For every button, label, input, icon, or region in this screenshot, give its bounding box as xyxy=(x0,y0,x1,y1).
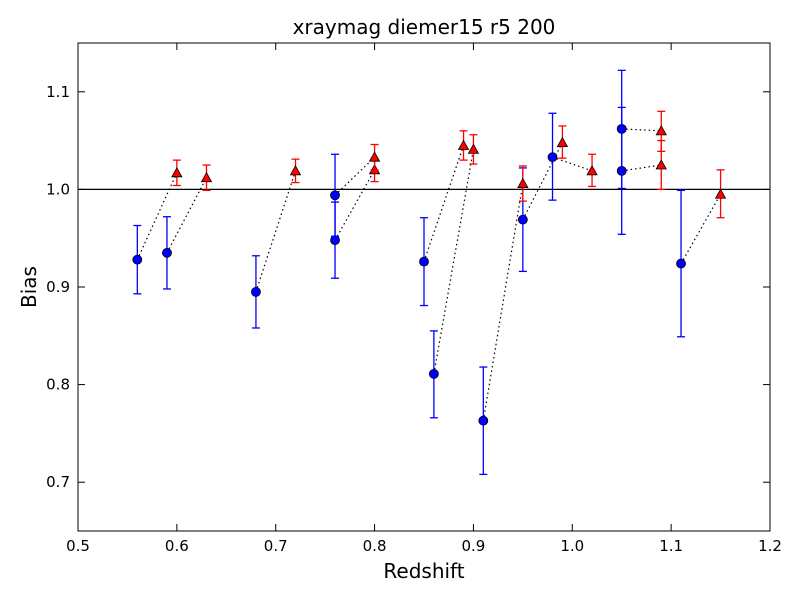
data-point xyxy=(655,159,667,170)
connector-line xyxy=(334,156,375,196)
connector-line xyxy=(423,145,465,262)
y-tick-label: 1.1 xyxy=(46,83,70,101)
data-point xyxy=(467,143,480,154)
data-point xyxy=(330,190,340,201)
chart-title: xraymag diemer15 r5 200 xyxy=(293,15,556,39)
connector-line xyxy=(552,156,593,172)
data-point xyxy=(478,415,489,426)
connector-line xyxy=(522,142,563,220)
data-point xyxy=(655,125,667,136)
data-point xyxy=(676,258,686,269)
x-tick-label: 0.5 xyxy=(66,537,90,555)
data-point xyxy=(457,139,470,150)
connector-line xyxy=(680,193,722,264)
connector-line xyxy=(621,128,662,132)
data-point xyxy=(586,165,598,176)
data-point xyxy=(200,171,213,183)
y-tick-label: 0.9 xyxy=(46,278,70,296)
y-tick-label: 0.8 xyxy=(46,376,70,394)
x-tick-label: 0.8 xyxy=(363,537,387,555)
connector-line xyxy=(482,183,524,421)
data-point xyxy=(547,152,558,163)
x-tick-label: 0.7 xyxy=(264,537,288,555)
data-point xyxy=(616,165,627,176)
data-point xyxy=(162,247,172,258)
y-tick-label: 1.0 xyxy=(46,180,70,198)
data-point xyxy=(368,151,381,162)
x-axis-label: Redshift xyxy=(383,559,464,583)
data-point xyxy=(714,188,727,199)
y-tick-label: 0.7 xyxy=(46,473,70,491)
connector-line xyxy=(621,164,662,172)
data-point xyxy=(330,235,340,246)
data-point xyxy=(419,256,429,267)
x-tick-label: 1.0 xyxy=(560,537,584,555)
data-point xyxy=(556,136,569,147)
y-axis-label: Bias xyxy=(17,266,41,308)
data-point xyxy=(171,166,183,178)
x-tick-label: 1.1 xyxy=(659,537,683,555)
x-tick-label: 0.9 xyxy=(461,537,485,555)
data-point xyxy=(517,214,528,225)
data-point xyxy=(517,177,529,188)
data-point xyxy=(289,165,302,176)
data-point xyxy=(251,286,261,297)
connector-line xyxy=(433,149,475,374)
data-point xyxy=(132,254,143,265)
connector-line xyxy=(334,169,376,241)
x-tick-label: 1.2 xyxy=(758,537,782,555)
connector-line xyxy=(166,177,208,254)
x-tick-label: 0.6 xyxy=(165,537,189,555)
plot-area: 0.5 0.6 0.7 0.8 0.9 1.0 1.1 1.2 0.7 0.8 0.9 1.0 1.1 xyxy=(46,42,782,555)
connector-line xyxy=(255,170,297,293)
data-point xyxy=(428,368,439,379)
